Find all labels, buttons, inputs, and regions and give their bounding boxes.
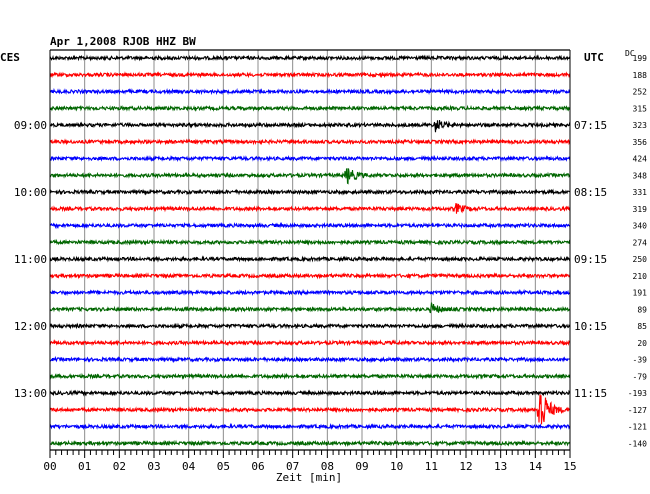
x-tick-label: 02 — [113, 460, 126, 473]
label-group: 199 188 252 315 323 356 424 348 331 319 340 274 250 2… — [14, 54, 647, 473]
dc-offset-label: 252 — [633, 88, 648, 97]
seismic-trace — [49, 120, 571, 133]
dc-offset-label: 274 — [633, 238, 648, 247]
seismic-trace — [49, 168, 571, 185]
dc-offset-label: 250 — [633, 255, 648, 264]
seismic-trace — [49, 389, 571, 397]
x-tick-label: 12 — [459, 460, 472, 473]
seismic-trace — [49, 54, 571, 62]
x-tick-label: 07 — [286, 460, 299, 473]
dc-offset-label: -193 — [628, 389, 647, 398]
seismic-trace — [49, 238, 571, 246]
x-tick-label: 14 — [529, 460, 543, 473]
seismic-trace — [49, 104, 571, 112]
seismic-trace — [49, 422, 571, 431]
left-timezone-label: CES — [0, 51, 20, 64]
right-timezone-label: UTC — [584, 51, 604, 64]
x-tick-label: 10 — [390, 460, 403, 473]
dc-offset-label: 85 — [637, 322, 647, 331]
dc-offset-label: 210 — [633, 272, 648, 281]
dc-offset-label: -39 — [633, 356, 648, 365]
dc-offset-label: 424 — [633, 155, 648, 164]
x-tick-label: 13 — [494, 460, 507, 473]
dc-offset-label: 188 — [633, 71, 648, 80]
x-tick-label: 03 — [147, 460, 160, 473]
chart-title: Apr 1,2008 RJOB HHZ BW — [50, 35, 196, 48]
seismic-trace — [49, 372, 571, 380]
dc-offset-label: 199 — [633, 54, 648, 63]
seismic-trace — [49, 203, 571, 214]
x-tick-label: 08 — [321, 460, 334, 473]
dc-offset-label: 191 — [633, 289, 648, 298]
seismic-trace — [49, 138, 571, 146]
seismic-trace — [49, 322, 571, 330]
dc-offset-label: 331 — [633, 188, 648, 197]
seismic-trace — [49, 255, 571, 263]
seismic-trace — [49, 188, 571, 196]
seismic-trace — [49, 288, 571, 297]
seismic-trace — [49, 87, 571, 96]
right-hour-label: 09:15 — [574, 253, 607, 266]
plot-frame — [49, 49, 571, 458]
left-hour-label: 13:00 — [14, 387, 47, 400]
seismic-trace — [49, 221, 571, 230]
dc-offset-label: 315 — [633, 104, 648, 113]
dc-offset-label: -140 — [628, 439, 647, 448]
right-hour-label: 10:15 — [574, 320, 607, 333]
dc-offset-label: -127 — [628, 406, 647, 415]
right-hour-label: 07:15 — [574, 119, 607, 132]
right-hour-label: 08:15 — [574, 186, 607, 199]
dc-offset-label: 348 — [633, 171, 648, 180]
x-axis-label: Zeit [min] — [276, 471, 342, 484]
left-hour-label: 11:00 — [14, 253, 47, 266]
x-tick-label: 05 — [217, 460, 230, 473]
dc-offset-label: 340 — [633, 222, 648, 231]
seismic-trace — [49, 154, 571, 163]
x-tick-label: 11 — [425, 460, 438, 473]
seismic-trace — [49, 394, 571, 425]
seismic-trace — [49, 71, 571, 79]
x-tick-label: 01 — [78, 460, 91, 473]
x-tick-label: 09 — [355, 460, 368, 473]
x-tick-label: 04 — [182, 460, 196, 473]
dc-offset-label: -79 — [633, 372, 648, 381]
seismic-trace — [49, 272, 571, 280]
x-tick-label: 00 — [43, 460, 56, 473]
dc-offset-label: -121 — [628, 423, 647, 432]
dc-header-label: DC — [625, 49, 635, 58]
seismic-trace — [49, 355, 571, 364]
grid — [84, 50, 536, 450]
dc-offset-label: 20 — [637, 339, 647, 348]
left-hour-label: 10:00 — [14, 186, 47, 199]
trace-group — [49, 54, 571, 447]
dc-offset-label: 89 — [637, 305, 647, 314]
seismic-trace — [49, 439, 571, 447]
left-hour-label: 09:00 — [14, 119, 47, 132]
seismic-trace — [49, 339, 571, 347]
left-hour-label: 12:00 — [14, 320, 47, 333]
seismic-trace — [49, 302, 571, 314]
dc-offset-label: 319 — [633, 205, 648, 214]
dc-offset-label: 356 — [633, 138, 648, 147]
x-tick-label: 06 — [251, 460, 264, 473]
x-tick-label: 15 — [563, 460, 576, 473]
right-hour-label: 11:15 — [574, 387, 607, 400]
dc-offset-label: 323 — [633, 121, 648, 130]
